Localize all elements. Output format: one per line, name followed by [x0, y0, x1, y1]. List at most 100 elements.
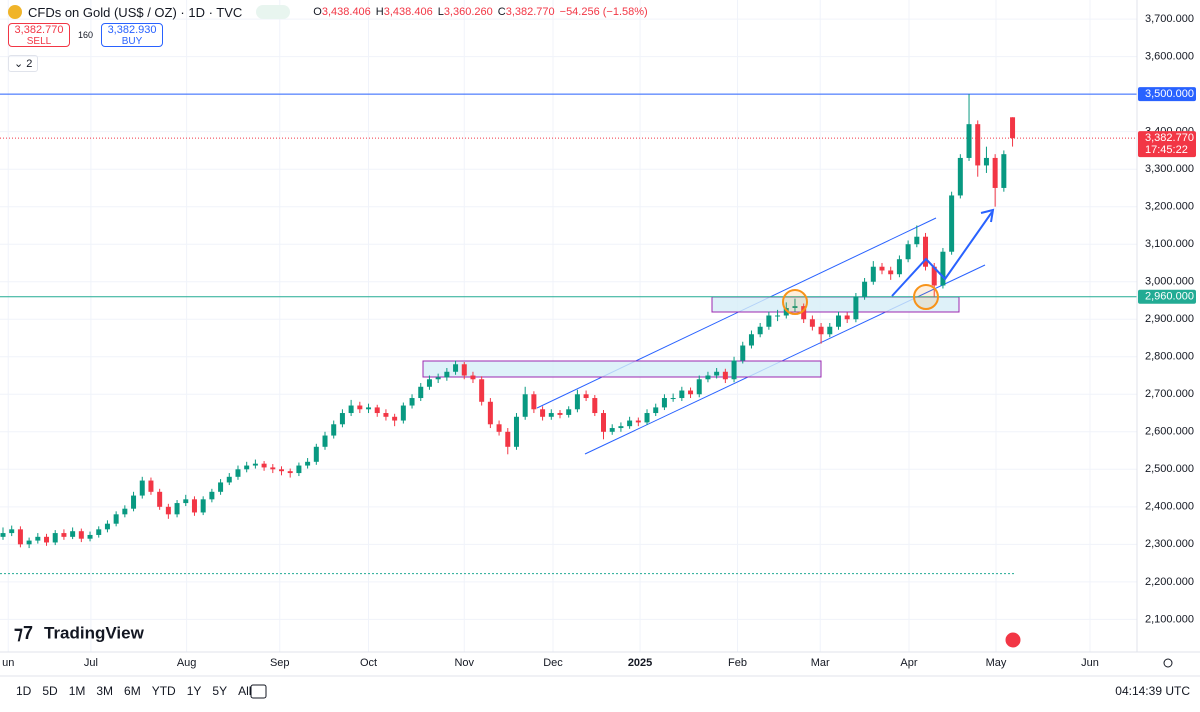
countdown: 17:45:22 [1145, 144, 1188, 156]
candle-body [601, 413, 607, 432]
channel-upper [536, 217, 937, 409]
candle-body [827, 326, 833, 335]
price-badge-label: 3,382.770 [1145, 132, 1194, 144]
candle-body [218, 482, 224, 492]
candle-body [557, 413, 563, 415]
candle-body [574, 394, 580, 410]
candle-body [896, 259, 902, 275]
buy-button[interactable]: 3,382.930 BUY [101, 23, 164, 47]
ohlc-value: 3,360.260 [443, 6, 493, 18]
candle-body [157, 491, 163, 507]
clock: 04:14:39 UTC [1115, 684, 1190, 698]
candle-body [0, 533, 6, 537]
status [256, 5, 291, 19]
candle-body [174, 503, 180, 515]
candle-body [26, 540, 32, 545]
sell-button[interactable]: 3,382.770 SELL [8, 23, 70, 47]
settings[interactable] [1163, 658, 1173, 668]
buy-label: BUY [121, 36, 143, 47]
candle-body [366, 407, 372, 410]
y-tick-label: 2,500.000 [1145, 463, 1194, 475]
ohlc: O3,438.406 H3,438.406 L3,360.260 C3,382.770 [308, 6, 554, 18]
ohlc-label: H [375, 6, 384, 18]
highlight [782, 289, 808, 315]
candle-body [966, 124, 972, 158]
candle-body [165, 506, 171, 515]
range-button[interactable]: 1Y [187, 684, 202, 698]
candle-body [923, 236, 929, 267]
range-button[interactable]: All [238, 684, 251, 698]
ohlc-label: L [437, 6, 444, 18]
y-tick-label: 3,600.000 [1145, 51, 1194, 63]
y-tick-label: 2,700.000 [1145, 388, 1194, 400]
candle-body [461, 364, 467, 376]
y-tick-label: 2,900.000 [1145, 313, 1194, 325]
candle-body [305, 461, 311, 466]
candle-body [348, 405, 354, 414]
candle-body [766, 315, 772, 327]
candle-body [644, 413, 650, 423]
spread: 160 [78, 30, 94, 40]
candle-body [870, 266, 876, 282]
candle-body [688, 390, 694, 395]
candle-body [714, 371, 720, 376]
range-button[interactable]: 6M [124, 684, 141, 698]
event-flag[interactable] [1004, 631, 1022, 649]
candle-body [383, 413, 389, 417]
candles [0, 94, 1016, 549]
candle-body [61, 533, 67, 537]
range-button[interactable]: 5D [42, 684, 58, 698]
candle-body [722, 371, 728, 380]
candle-body [392, 416, 398, 421]
candle-body [70, 531, 76, 537]
candle-body [618, 426, 624, 429]
candle-body [653, 407, 659, 414]
grid [0, 0, 1137, 652]
candle-body [792, 306, 798, 308]
candle-body [583, 394, 589, 399]
candle-body [496, 424, 502, 432]
candle-body [235, 469, 241, 477]
buy-price: 3,382.930 [107, 24, 157, 36]
indicators-count: 2 [26, 58, 33, 70]
candle-body [322, 435, 328, 447]
change: −54.256 (−1.58%) [559, 6, 648, 18]
x-tick-label: Nov [454, 657, 474, 669]
branding: TradingView [44, 623, 145, 642]
candle-body [635, 420, 641, 423]
x-tick-label: Dec [543, 657, 563, 669]
zone [422, 360, 822, 378]
projection-arrow [891, 211, 993, 297]
range-button[interactable]: YTD [152, 684, 176, 698]
candle-body [835, 315, 841, 327]
candle-body [122, 508, 128, 515]
date-range-icon[interactable] [250, 684, 267, 699]
range-button[interactable]: 1D [16, 684, 32, 698]
range-button[interactable]: 5Y [212, 684, 227, 698]
y-tick-label: 2,100.000 [1145, 613, 1194, 625]
candle-body [287, 471, 293, 474]
x-tick-label: Apr [900, 657, 917, 669]
y-tick-label: 2,600.000 [1145, 426, 1194, 438]
y-tick-label: 3,300.000 [1145, 163, 1194, 175]
candle-body [609, 428, 615, 432]
drawings [422, 217, 986, 455]
indicators-toggle[interactable]: ⌄ 2 [8, 55, 39, 72]
candle-body [844, 315, 850, 320]
x-tick-label: Sep [270, 657, 290, 669]
x-tick-label: Oct [360, 657, 377, 669]
price-lines [0, 93, 1137, 575]
candle-body [531, 394, 537, 410]
range-button[interactable]: 1M [69, 684, 86, 698]
symbol-title: CFDs on Gold (US$ / OZ) · 1D · TVC [28, 4, 243, 20]
candle-body [87, 534, 93, 539]
candle-body [191, 499, 197, 513]
range-button[interactable]: 3M [96, 684, 113, 698]
y-tick-label: 2,400.000 [1145, 501, 1194, 513]
ohlc-value: 3,438.406 [383, 6, 433, 18]
candle-body [740, 345, 746, 361]
x-tick-label: un [2, 657, 14, 669]
drawings-top [782, 208, 995, 315]
candle-body [627, 420, 633, 427]
